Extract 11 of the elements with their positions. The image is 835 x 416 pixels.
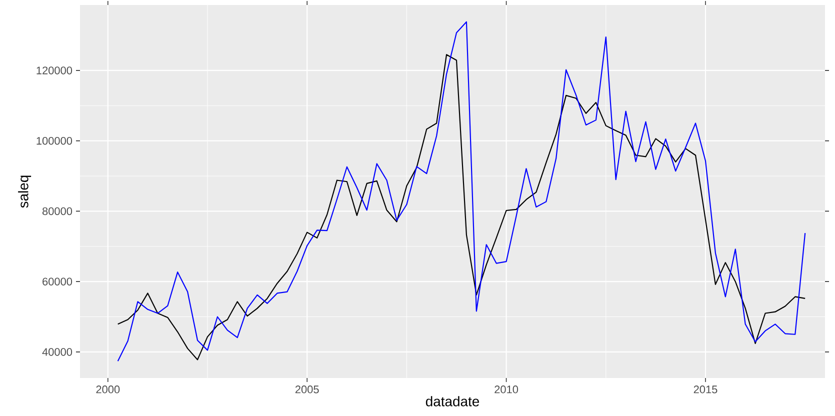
x-tick-label: 2005 bbox=[295, 386, 319, 394]
x-axis-title: datadate bbox=[426, 396, 480, 406]
x-tick-label: 2010 bbox=[494, 386, 518, 394]
y-tick-label: 100000 bbox=[36, 136, 72, 145]
x-tick-label: 2000 bbox=[96, 386, 120, 394]
y-axis-title: saleq bbox=[18, 176, 32, 208]
y-tick-label: 120000 bbox=[36, 66, 72, 74]
x-tick-label: 2015 bbox=[694, 386, 718, 394]
y-tick-label: 60000 bbox=[42, 278, 72, 286]
y-tick-label: 40000 bbox=[42, 348, 72, 356]
y-tick-label: 80000 bbox=[42, 207, 72, 216]
